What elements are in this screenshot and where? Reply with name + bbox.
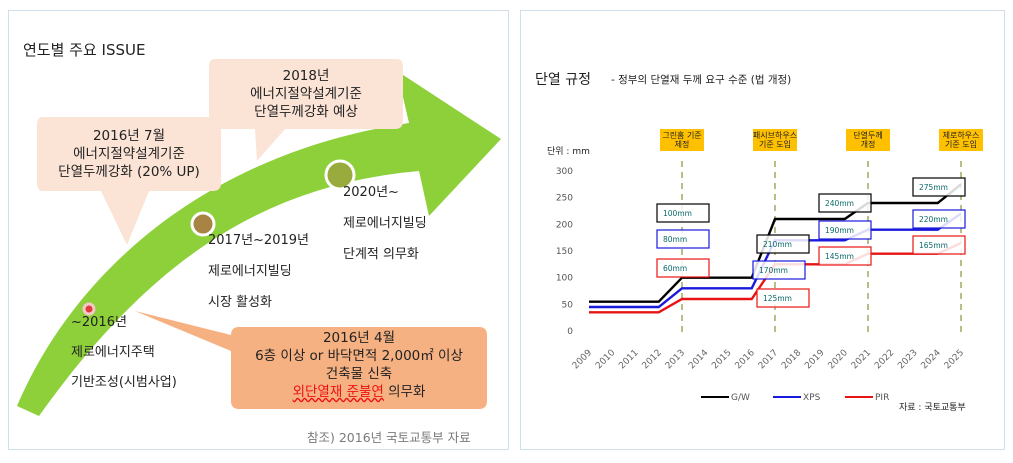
event-marker-label: 패시브하우스 — [753, 130, 797, 140]
y-tick-label: 150 — [556, 247, 573, 257]
issues-source: 참조) 2016년 국토교통부 자료 — [307, 430, 471, 445]
x-tick-label: 2009 — [571, 348, 594, 371]
value-label: 190mm — [825, 226, 854, 235]
series-line-gw — [589, 183, 962, 303]
event-marker-box — [846, 129, 890, 151]
x-tick-label: 2010 — [594, 348, 617, 371]
y-tick-label: 0 — [567, 327, 573, 337]
highlight-noncombustible: 외단열재 준불연 — [292, 384, 384, 400]
value-label: 210mm — [763, 240, 792, 249]
event-marker-box — [660, 129, 704, 151]
x-tick-label: 2019 — [803, 348, 826, 371]
x-tick-label: 2020 — [827, 348, 850, 371]
value-label-box — [656, 203, 710, 223]
issues-panel: 연도별 주요 ISSUE 2018년 에너지절약설계기준 단열두께강화 예상 2… — [8, 10, 509, 450]
value-label-box — [752, 260, 806, 280]
event-marker-label: 개정 — [861, 139, 876, 149]
x-tick-label: 2022 — [873, 348, 896, 371]
value-label: 125mm — [763, 294, 792, 303]
event-marker-label: 단열두께 — [853, 130, 882, 140]
chart-source: 자료 : 국토교통부 — [899, 403, 966, 413]
milestone-2017-text: 2017년~2019년 제로에너지빌딩 시장 활성화 — [208, 233, 309, 310]
value-label-box — [656, 258, 710, 278]
value-label-box — [912, 177, 966, 197]
chart-subtitle: - 정부의 단열재 두께 요구 수준 (법 개정) — [611, 74, 792, 86]
insulation-chart-panel: 단열 규정 - 정부의 단열재 두께 요구 수준 (법 개정) 단위 : mm … — [520, 10, 1005, 450]
x-tick-label: 2017 — [757, 348, 780, 371]
x-tick-label: 2018 — [780, 348, 803, 371]
x-tick-label: 2024 — [920, 348, 943, 371]
event-marker-label: 기준 도입 — [945, 140, 977, 149]
value-label-box — [656, 229, 710, 249]
issues-title: 연도별 주요 ISSUE — [23, 41, 146, 59]
issues-graphic — [17, 59, 501, 416]
event-marker-label: 기준 도입 — [759, 140, 791, 149]
x-tick-label: 2013 — [664, 348, 687, 371]
value-label-box — [912, 235, 966, 255]
value-label: 100mm — [663, 209, 692, 218]
value-label-box — [818, 246, 872, 266]
callout-2016-4: 2016년 4월 6층 이상 or 바닥면적 2,000㎡ 이상 건축물 신축 … — [255, 330, 463, 400]
value-label: 170mm — [759, 266, 788, 275]
x-tick-label: 2012 — [641, 348, 664, 371]
y-tick-label: 50 — [562, 300, 574, 310]
callout-2016-7: 2016년 7월 에너지절약설계기준 단열두께강화 (20% UP) — [58, 128, 200, 180]
value-label-box — [756, 288, 810, 308]
event-marker-label: 제로하우스 — [943, 130, 980, 140]
y-tick-label: 300 — [556, 167, 573, 177]
value-label-box — [818, 193, 872, 213]
x-tick-label: 2021 — [850, 348, 873, 371]
value-label: 145mm — [825, 252, 854, 261]
legend-label: G/W — [731, 393, 750, 403]
y-tick-label: 100 — [556, 274, 573, 284]
event-marker-box — [939, 129, 983, 151]
y-tick-label: 250 — [556, 194, 573, 204]
chart-title: 단열 규정 — [535, 72, 591, 88]
y-tick-label: 200 — [556, 220, 573, 230]
milestone-2016-circle — [82, 302, 96, 316]
x-tick-label: 2011 — [617, 348, 640, 371]
value-label: 80mm — [663, 235, 687, 244]
x-tick-label: 2015 — [710, 348, 733, 371]
value-label: 240mm — [825, 199, 854, 208]
milestone-2016-text: ~2016년 제로에너지주택 기반조성(시범사업) — [71, 315, 177, 390]
value-label: 220mm — [919, 215, 948, 224]
unit-label: 단위 : mm — [547, 147, 590, 157]
event-marker-label: 제정 — [675, 139, 690, 149]
value-label-box — [818, 220, 872, 240]
event-marker-box — [753, 129, 797, 151]
callout-2018-shape — [209, 59, 403, 161]
x-tick-label: 2016 — [734, 348, 757, 371]
value-label-box — [912, 209, 966, 229]
milestone-2020-text: 2020년~ 제로에너지빌딩 단계적 의무화 — [343, 185, 427, 262]
x-tick-label: 2023 — [896, 348, 919, 371]
milestone-2020-circle — [324, 159, 356, 191]
value-label: 60mm — [663, 264, 687, 273]
callout-2016-4-shape — [135, 311, 487, 409]
legend-label: PIR — [875, 393, 889, 403]
x-tick-label: 2025 — [943, 348, 966, 371]
milestone-2017-circle — [190, 211, 216, 237]
callout-2016-7-shape — [37, 117, 221, 245]
x-tick-label: 2014 — [687, 348, 710, 371]
timeline-arrow — [17, 71, 501, 416]
event-marker-label: 그린홈 기준 — [662, 130, 701, 140]
legend-label: XPS — [803, 393, 821, 403]
value-label: 275mm — [919, 183, 948, 192]
value-label-box — [756, 234, 810, 254]
callout-2018: 2018년 에너지절약설계기준 단열두께강화 예상 — [250, 68, 362, 120]
value-label: 165mm — [919, 241, 948, 250]
